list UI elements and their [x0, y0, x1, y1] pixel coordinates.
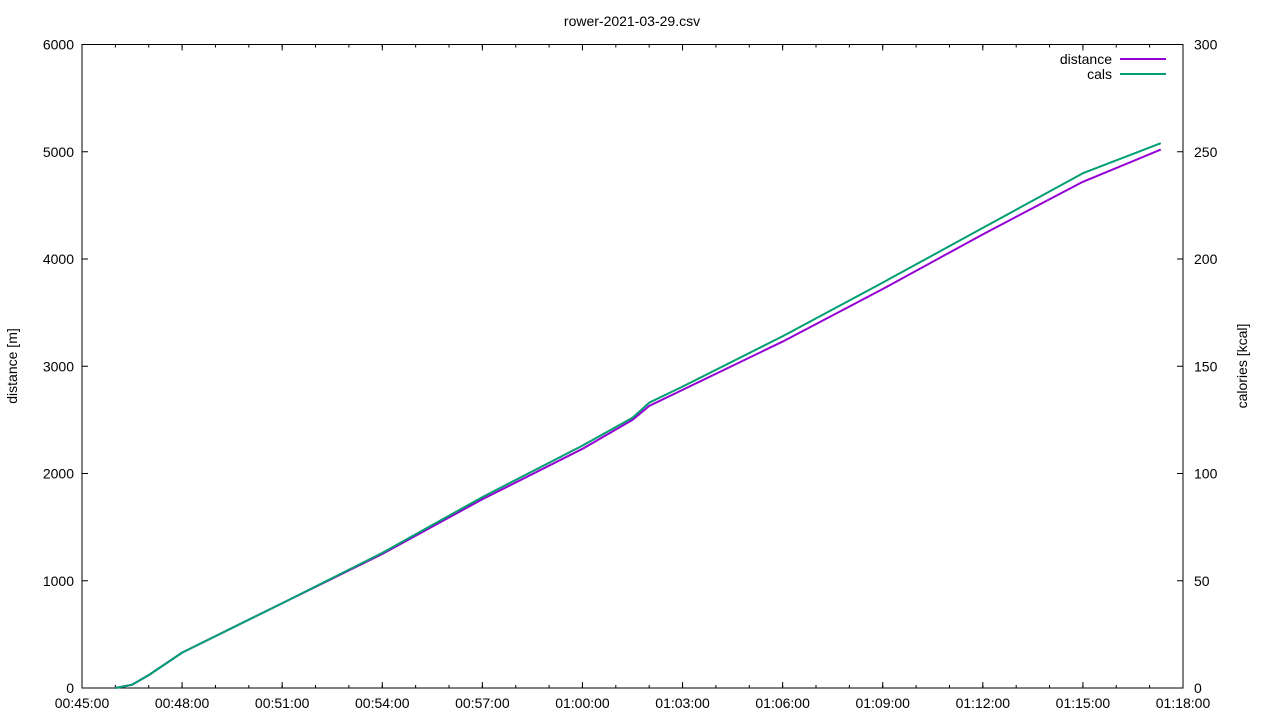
- x-tick-label: 01:06:00: [755, 695, 810, 711]
- x-tick-label: 00:45:00: [55, 695, 110, 711]
- y2-tick-label: 250: [1194, 144, 1218, 160]
- legend-label-distance: distance: [1060, 51, 1112, 67]
- x-tick-label: 00:51:00: [255, 695, 310, 711]
- y2-tick-label: 0: [1194, 680, 1202, 696]
- series-line-cals: [115, 142, 1162, 689]
- x-tick-label: 01:12:00: [956, 695, 1011, 711]
- y2-tick-label: 300: [1194, 37, 1218, 53]
- x-tick-label: 00:54:00: [355, 695, 410, 711]
- x-tick-label: 01:15:00: [1056, 695, 1111, 711]
- y-tick-label: 1000: [43, 573, 74, 589]
- y-tick-label: 0: [66, 680, 74, 696]
- x-tick-label: 01:00:00: [555, 695, 610, 711]
- y-tick-label: 6000: [43, 37, 74, 53]
- y2-tick-label: 200: [1194, 251, 1218, 267]
- y-tick-label: 5000: [43, 144, 74, 160]
- x-tick-label: 01:18:00: [1156, 695, 1211, 711]
- y-tick-label: 4000: [43, 251, 74, 267]
- y2-tick-label: 50: [1194, 573, 1210, 589]
- y2-axis-label: calories [kcal]: [1234, 324, 1250, 409]
- x-tick-label: 01:09:00: [855, 695, 910, 711]
- y-axis-label: distance [m]: [4, 328, 20, 403]
- series-layer: [115, 142, 1162, 689]
- y-tick-label: 3000: [43, 358, 74, 374]
- y-tick-label: 2000: [43, 466, 74, 482]
- y2-tick-label: 150: [1194, 358, 1218, 374]
- legend-label-cals: cals: [1087, 66, 1112, 82]
- plot-frame: [81, 44, 1184, 689]
- y-axis: 0 1000 2000 3000 4000 5000 6000: [43, 37, 88, 696]
- chart-title: rower-2021-03-29.csv: [564, 13, 700, 29]
- x-tick-label: 00:57:00: [455, 695, 510, 711]
- x-axis: 00:45:00 00:48:00 00:51:00 00:54:00 00:57:00…: [55, 44, 1211, 711]
- y2-axis: 0 50 100 150 200 250 300: [1177, 37, 1218, 696]
- x-tick-label: 01:03:00: [655, 695, 710, 711]
- x-tick-label: 00:48:00: [155, 695, 210, 711]
- y2-tick-label: 100: [1194, 466, 1218, 482]
